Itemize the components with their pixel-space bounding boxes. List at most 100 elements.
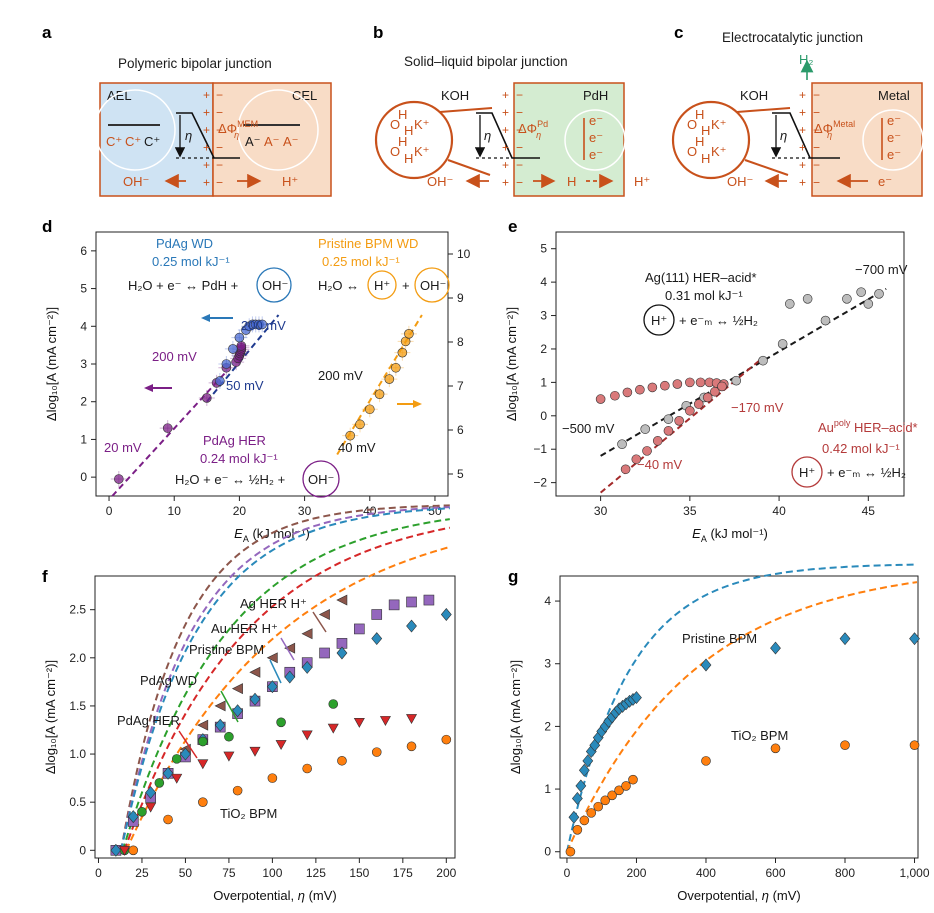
panel-c-title: Electrocatalytic junction (722, 30, 863, 45)
f-bpm-label: Pristine BPM (189, 642, 264, 657)
y-tick-label: 4 (544, 594, 551, 608)
d-plus: + (402, 278, 410, 293)
plot-frame (559, 575, 919, 859)
d-oh-circle-2 (414, 267, 450, 303)
pdh-label: PdH (583, 88, 608, 103)
x-axis-label-sub: A (243, 534, 249, 544)
f-pdag-wd-label: PdAg WD (140, 673, 197, 688)
data-point (228, 344, 238, 354)
data-point (249, 666, 261, 678)
x-tick-label: 400 (696, 866, 716, 880)
fit-curve (120, 504, 450, 851)
koh-label-b: KOH (441, 88, 469, 103)
o-c1: O (687, 117, 697, 132)
fit-line (111, 370, 228, 497)
y-tick-label: 6 (80, 244, 87, 258)
data-point (685, 377, 695, 388)
minus-charge: − (216, 158, 223, 172)
minus-charge: − (516, 176, 523, 190)
data-point (275, 740, 287, 751)
fit-line (336, 314, 423, 456)
minus-charge: − (216, 141, 223, 155)
data-point (180, 747, 191, 761)
d-bpm-wd-label: Pristine BPM WD (318, 236, 418, 251)
data-point (631, 691, 642, 705)
panel-b-letter: b (373, 23, 383, 42)
panel-f: f 0 25 50 75 100 125 150 175 20000.51.01.52.02.5… (42, 504, 457, 903)
x-axis-label: EA (kJ mol⁻¹) (692, 526, 768, 544)
y-axis-label: Δlog₁₀[A (mA cm⁻²)] (504, 307, 519, 421)
zoom-line-b2 (447, 159, 491, 176)
phi-c-sup: Metal (833, 119, 855, 129)
plus-charge: + (203, 176, 210, 190)
panel-g: g 0 200 400 600 800 1,000 0 1 2 3 4 Overpotential, … (508, 563, 930, 903)
x-tick-label: 0 (95, 866, 102, 880)
o-c2: O (687, 144, 697, 159)
h-c4: H (701, 151, 710, 166)
minus-charge: − (813, 106, 820, 120)
data-point (301, 660, 313, 674)
data-point (647, 382, 658, 393)
plus-charge: + (502, 88, 509, 102)
data-point (388, 599, 400, 611)
data-point (702, 392, 713, 403)
panel-b-title: Solid–liquid bipolar junction (404, 54, 568, 69)
pdh-zoom-circle (564, 109, 626, 171)
y-tick-label: 0 (540, 409, 547, 423)
f-tio2-label: TiO₂ BPM (220, 806, 277, 821)
y-tick-label: 1.0 (69, 747, 86, 761)
phi-c-main: ΔΦ (814, 121, 833, 136)
panel-c: c Electrocatalytic junction H₂ KOH Metal… (671, 23, 924, 197)
data-point (221, 359, 232, 369)
y-tick-label: 0 (80, 470, 87, 484)
data-point (374, 389, 385, 399)
e-ag-val: 0.31 mol kJ⁻¹ (665, 288, 743, 303)
plus-charge: + (502, 158, 509, 172)
data-point (440, 608, 452, 621)
cel-label: CEL (292, 88, 317, 103)
x-axis-label-main: Overpotential, (677, 888, 762, 903)
x-tick-label: 20 (233, 504, 247, 518)
panel-a: a Polymeric bipolar junction AEL CEL C⁺ … (42, 23, 332, 197)
data-point (171, 754, 182, 764)
d-oh-3: OH⁻ (308, 472, 334, 487)
data-point (701, 756, 711, 766)
data-point (840, 740, 850, 751)
y-axis-label: Δlog₁₀[A (mA cm⁻²)] (43, 660, 58, 774)
e-b3: e⁻ (589, 147, 603, 162)
hplus-b: H⁺ (634, 174, 650, 189)
data-point (223, 751, 235, 762)
d-bpm-wd-val: 0.25 mol kJ⁻¹ (322, 254, 400, 269)
data-point (345, 430, 356, 441)
data-point (319, 647, 330, 659)
e-ion-c: e⁻ (878, 174, 892, 189)
data-point (336, 646, 348, 660)
data-point (635, 384, 645, 395)
x-axis-label-sub: A (701, 534, 707, 544)
data-point (693, 399, 704, 409)
y-tick-label: 3 (544, 657, 551, 671)
h-c2: H (701, 123, 710, 138)
d-oh-circle-3 (302, 460, 340, 498)
x-tick-label: 200 (626, 866, 646, 880)
plus-charge: + (799, 141, 806, 155)
fit-curve (120, 506, 450, 851)
data-point (197, 719, 209, 731)
minus-charge: − (813, 141, 820, 155)
x-axis-label-unit: (kJ mol⁻¹) (249, 526, 310, 541)
x-axis-label-symbol: η (298, 888, 305, 903)
data-point (600, 795, 610, 806)
panel-d-letter: d (42, 217, 52, 236)
data-point (839, 632, 851, 646)
minus-charge: − (516, 88, 523, 102)
data-point (578, 763, 590, 777)
data-point (384, 374, 395, 384)
y-tick-label: 1.5 (69, 699, 86, 713)
minus-charge: − (516, 158, 523, 172)
data-point (770, 641, 781, 655)
panel-f-letter: f (42, 567, 48, 586)
data-point (777, 339, 788, 349)
d-mv200-purple: 200 mV (152, 349, 197, 364)
fit-curve (120, 507, 450, 851)
y-tick-label: 2 (80, 395, 87, 409)
